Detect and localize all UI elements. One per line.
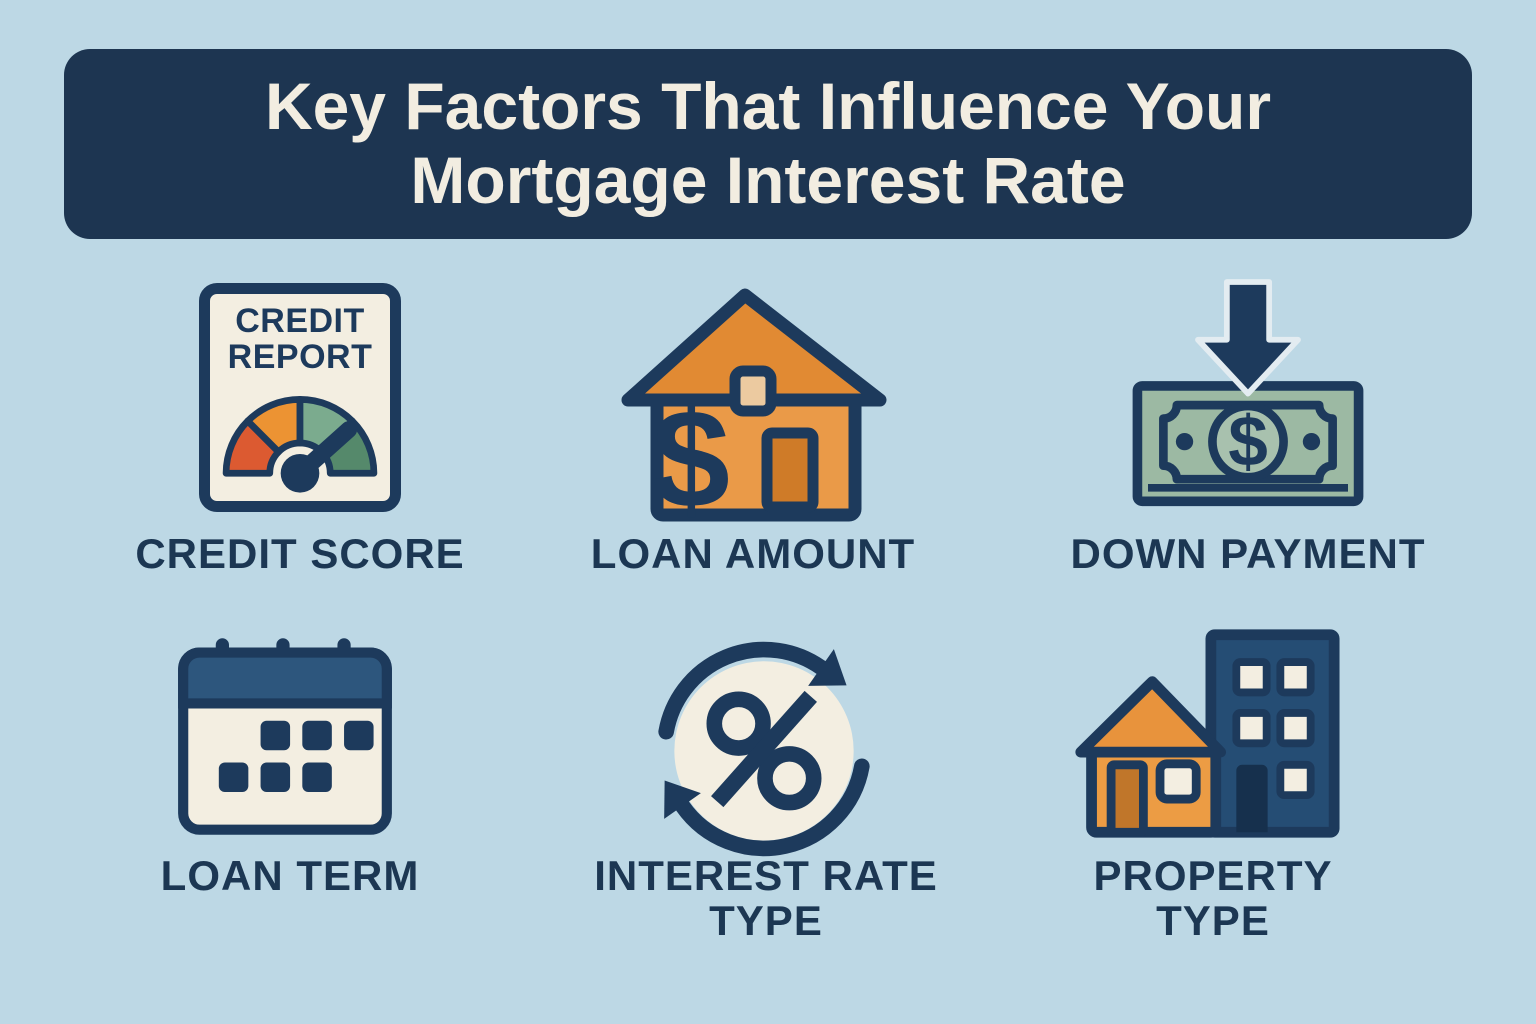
- factor-label-property-type: PROPERTY TYPE: [1093, 852, 1333, 944]
- banknote-dollar-glyph: $: [1228, 403, 1268, 482]
- dollar-sign-glyph: $: [652, 380, 730, 537]
- house-dollar-icon: $: [621, 288, 887, 537]
- credit-report-gauge-icon: CREDIT REPORT: [199, 283, 401, 512]
- banknote-circle: [1208, 401, 1288, 482]
- building-window: [1276, 658, 1315, 697]
- percent-ring-bottom: [757, 746, 822, 811]
- banknote-dot-left: [1175, 433, 1194, 451]
- credit-score-gauge: [222, 396, 378, 493]
- title-banner: Key Factors That Influence Your Mortgage…: [64, 49, 1472, 239]
- factor-label-loan-amount: LOAN AMOUNT: [590, 530, 916, 577]
- cycle-arrowhead-top: [808, 649, 847, 686]
- banknote-inner-frame: [1159, 400, 1337, 484]
- calendar-date-block: [302, 720, 332, 751]
- banknote-dot-right: [1302, 433, 1321, 451]
- percent-refresh-icon: [658, 641, 870, 857]
- building-window: [1276, 709, 1315, 748]
- percent-slash: [711, 690, 817, 808]
- factor-label-credit-score: CREDIT SCORE: [135, 530, 465, 577]
- calendar-date-block: [344, 720, 374, 751]
- calendar-header: [178, 647, 392, 709]
- down-arrow-icon: [1195, 279, 1301, 397]
- factor-label-loan-term: LOAN TERM: [160, 852, 420, 899]
- building-window: [1232, 709, 1271, 748]
- building-window: [1276, 760, 1315, 800]
- house-door: [761, 427, 819, 513]
- page-title: Key Factors That Influence Your Mortgage…: [264, 69, 1272, 217]
- cycle-arrowhead-bottom: [664, 780, 701, 819]
- building-window: [1232, 658, 1271, 697]
- cycle-arc-bottom: [674, 758, 870, 857]
- house-window: [729, 365, 777, 417]
- factor-label-down-payment: DOWN PAYMENT: [1070, 530, 1426, 577]
- small-house-door: [1106, 760, 1148, 837]
- gauge-hub: [280, 454, 320, 493]
- calendar-date-block: [260, 762, 291, 793]
- credit-report-text: CREDIT REPORT: [227, 302, 373, 376]
- small-house-roof: [1075, 676, 1227, 758]
- apartment-building: [1205, 629, 1340, 838]
- cycle-arc-top: [658, 641, 829, 740]
- house-building-icon: [1075, 629, 1340, 838]
- calendar-date-block: [218, 762, 249, 793]
- calendar-date-block: [302, 762, 332, 793]
- calendar-icon: [178, 638, 392, 835]
- small-house-window: [1155, 759, 1201, 804]
- factor-label-interest-rate-type: INTEREST RATE TYPE: [594, 852, 938, 944]
- building-door: [1236, 764, 1268, 833]
- calendar-date-block: [260, 720, 291, 751]
- percent-ring-top: [706, 691, 771, 756]
- cash-down-arrow-icon: $: [1132, 279, 1364, 507]
